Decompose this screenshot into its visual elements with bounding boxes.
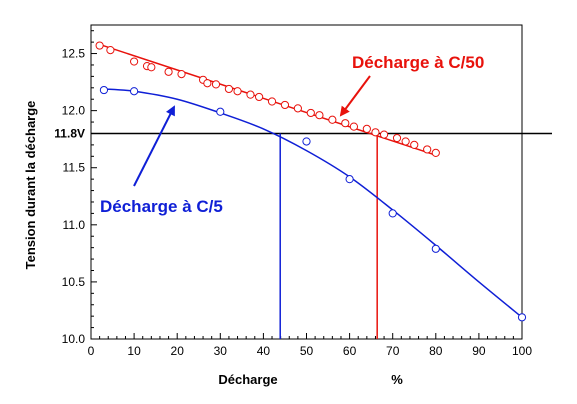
- data-point: [130, 57, 139, 66]
- data-point: [246, 90, 255, 99]
- x-tick-label: 70: [386, 344, 400, 358]
- series-line: [99, 43, 437, 156]
- series-line: [103, 88, 523, 318]
- data-point: [423, 145, 432, 154]
- data-point: [349, 122, 359, 131]
- x-tick-label: 0: [88, 344, 95, 358]
- series-c5: [99, 85, 527, 322]
- data-point: [177, 69, 186, 79]
- annotation-c5: Décharge à C/5: [100, 197, 223, 216]
- cutoff-lines: [279, 133, 378, 339]
- data-point: [267, 97, 277, 106]
- data-point: [130, 87, 139, 96]
- data-point: [371, 128, 380, 137]
- data-point: [233, 87, 242, 96]
- x-tick-label: 80: [429, 344, 443, 358]
- data-point: [106, 46, 115, 55]
- data-point: [293, 104, 302, 113]
- data-point: [341, 119, 350, 128]
- y-tick-label: 10.5: [62, 275, 86, 289]
- data-point: [302, 137, 311, 146]
- reference-line-group: 11.8V: [54, 126, 552, 140]
- x-tick-label: 60: [343, 344, 357, 358]
- data-point: [216, 107, 225, 116]
- data-point: [345, 175, 354, 184]
- plot-frame: [90, 24, 523, 340]
- data-point: [280, 100, 290, 110]
- x-tick-label: 100: [512, 344, 532, 358]
- y-tick-label: 11.5: [63, 161, 86, 175]
- series-c50: [95, 41, 440, 157]
- data-point: [315, 111, 324, 120]
- y-tick-label: 12.0: [62, 104, 86, 118]
- data-point: [164, 67, 173, 76]
- data-point: [392, 133, 402, 143]
- y-tick-label: 12.5: [62, 47, 86, 61]
- axis-ticks: 0 10 20 30 40 50 60 70 80 90 100 10.0 10.5 11.0 11.5 12…: [62, 30, 532, 358]
- data-point: [517, 313, 527, 322]
- data-point: [410, 140, 419, 149]
- series-group: [95, 41, 527, 322]
- data-point: [99, 85, 109, 95]
- annotation-c50-arrow: [339, 75, 371, 117]
- y-tick-label: 11.0: [63, 218, 86, 232]
- x-tick-label: 50: [300, 344, 314, 358]
- data-point: [362, 124, 371, 134]
- x-tick-label: 90: [472, 344, 486, 358]
- x-axis-title: Décharge: [218, 372, 277, 387]
- y-axis-title: Tension durant la décharge: [23, 101, 38, 270]
- data-point: [306, 108, 315, 118]
- x-tick-label: 20: [171, 344, 185, 358]
- x-tick-label: 30: [214, 344, 228, 358]
- x-tick-label: 10: [127, 344, 141, 358]
- annotation-c5-arrow: [133, 105, 175, 187]
- annotation-c50: Décharge à C/50: [352, 53, 484, 72]
- data-point: [211, 80, 221, 89]
- data-point: [224, 84, 234, 94]
- data-point: [431, 148, 440, 157]
- y-tick-label: 10.0: [62, 332, 86, 346]
- x-axis-unit: %: [391, 372, 403, 387]
- data-point: [147, 63, 156, 72]
- reference-line-label: 11.8V: [54, 126, 85, 140]
- data-point: [203, 79, 212, 88]
- x-tick-label: 40: [257, 344, 271, 358]
- data-point: [431, 244, 440, 253]
- data-point: [254, 92, 264, 102]
- data-point: [388, 209, 397, 218]
- data-point: [328, 115, 337, 124]
- data-point: [95, 41, 104, 50]
- data-point: [401, 137, 410, 146]
- data-point: [379, 130, 389, 139]
